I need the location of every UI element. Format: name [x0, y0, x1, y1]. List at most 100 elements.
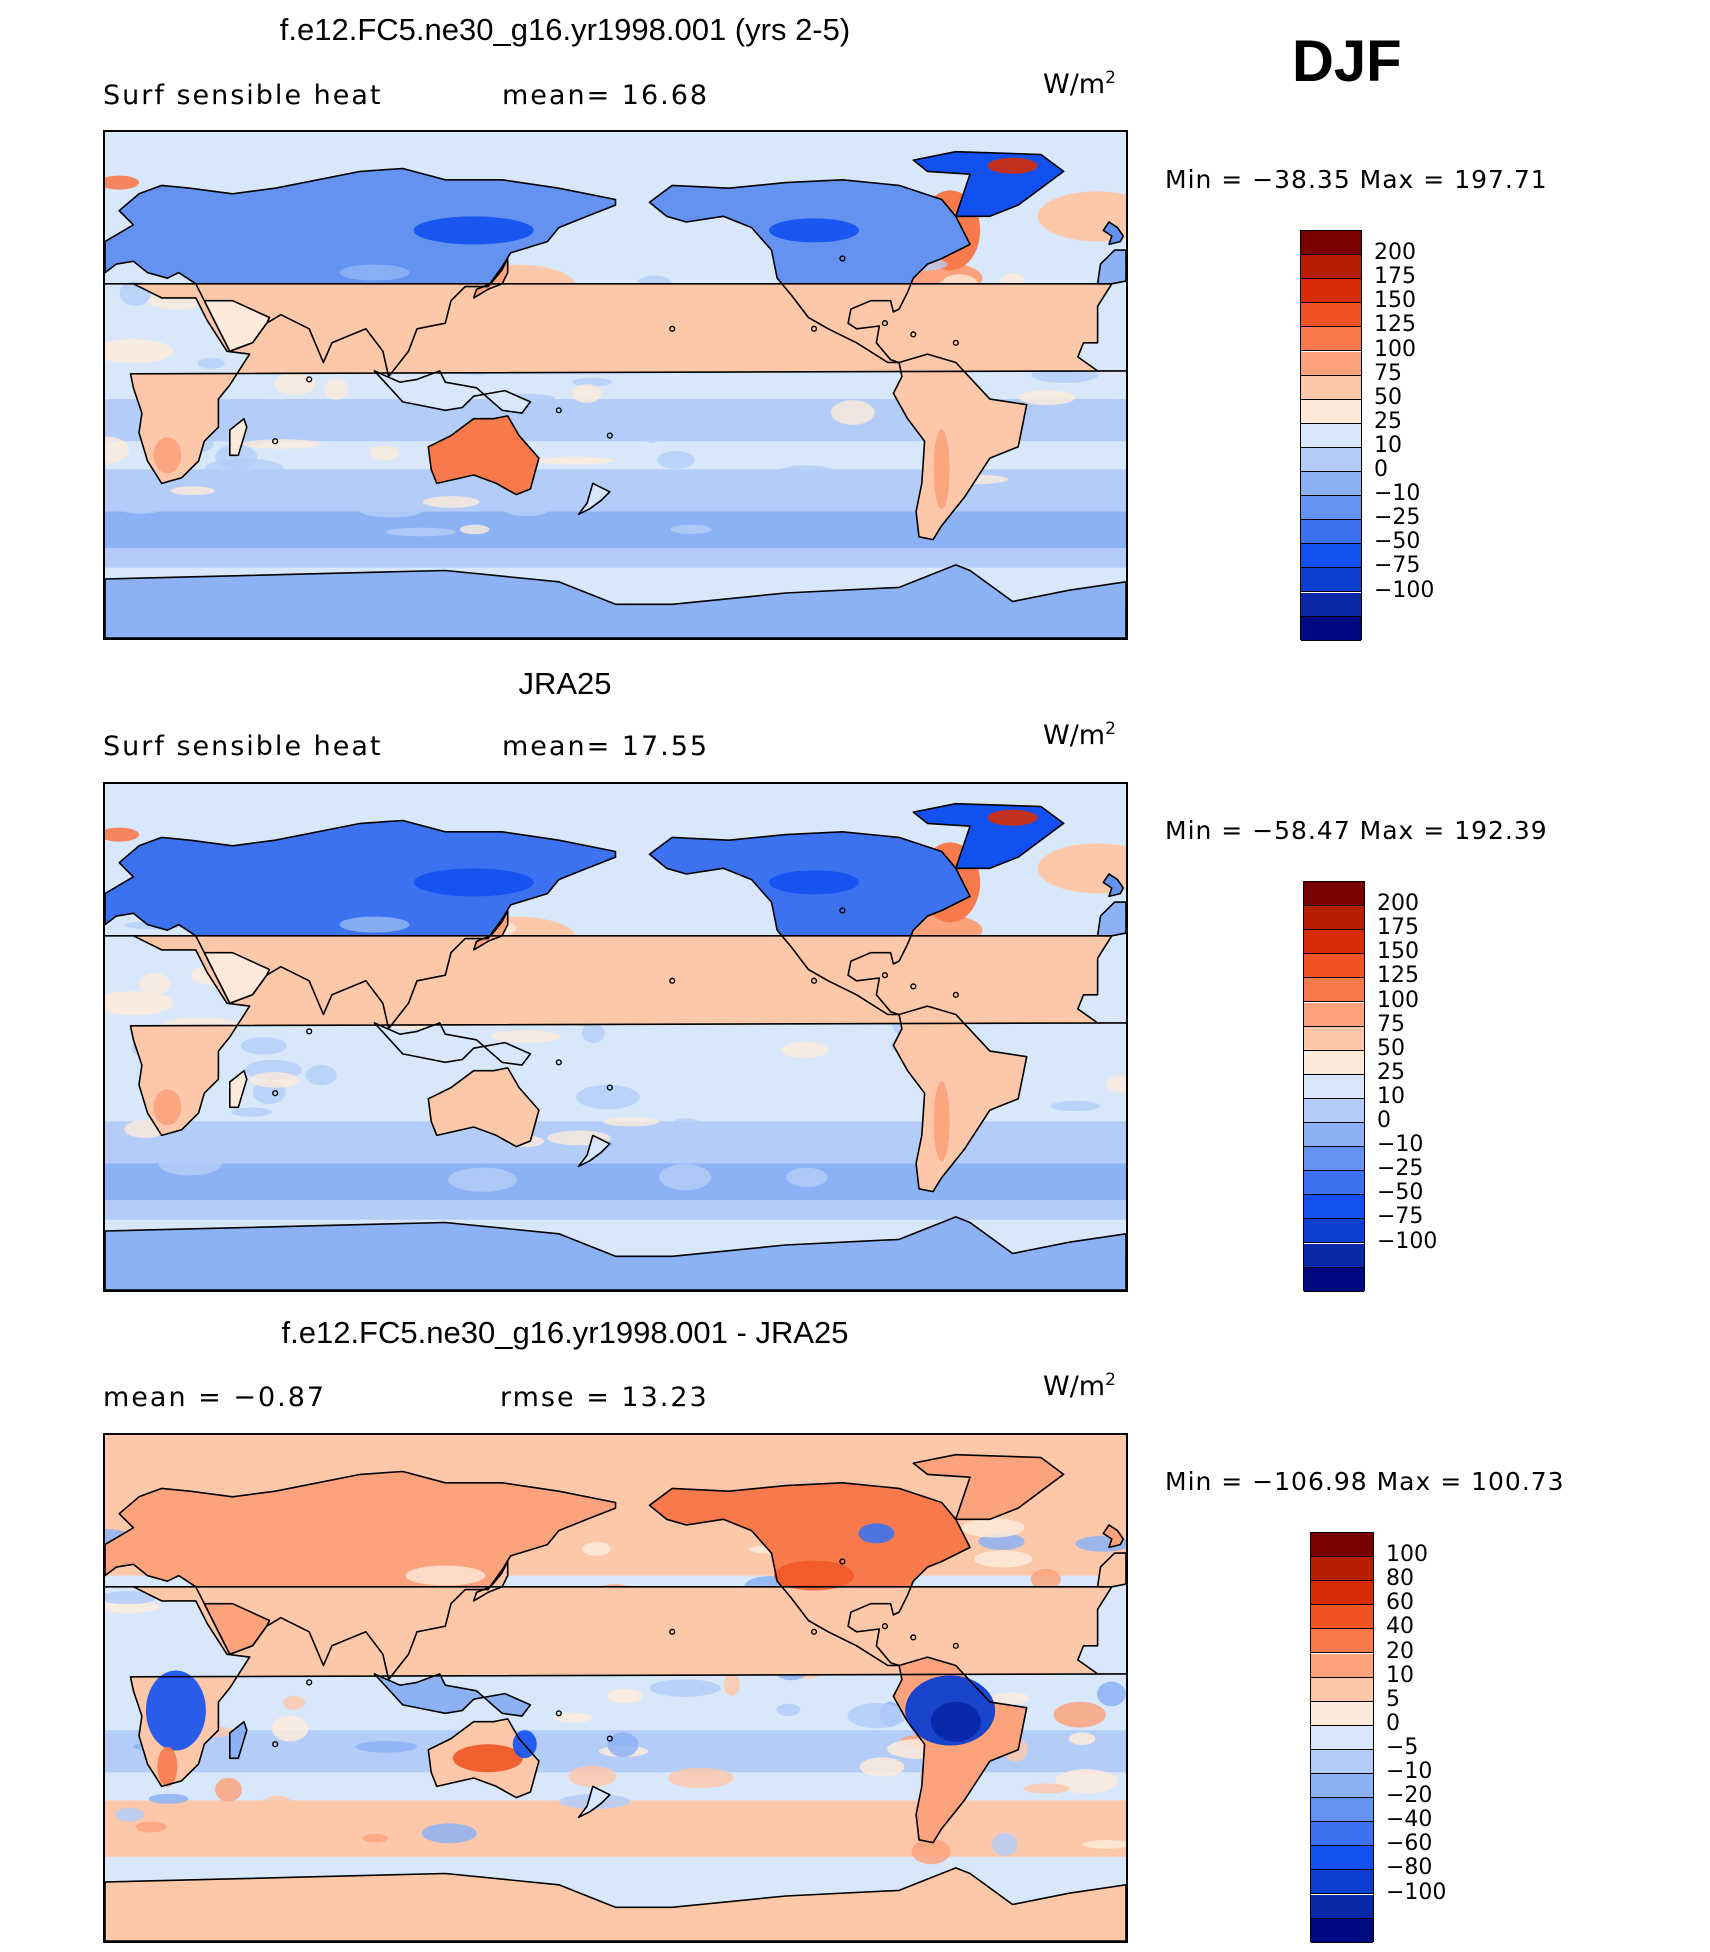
map-model: [103, 130, 1128, 640]
min-max-label: Min = −58.47 Max = 192.39: [1165, 816, 1548, 845]
colorbar-swatch: [1304, 1195, 1364, 1220]
colorbar-tick-label: 200: [1374, 240, 1416, 266]
colorbar-swatch: [1311, 1557, 1373, 1582]
colorbar-tick-label: 0: [1377, 1108, 1391, 1133]
colorbar-swatch: [1301, 472, 1361, 497]
colorbar-tick-label: 25: [1374, 408, 1402, 434]
panel-title: JRA25: [518, 666, 612, 701]
units-label: W/m2: [1043, 68, 1116, 100]
colorbar-swatch: [1301, 279, 1361, 304]
colorbar-swatch: [1311, 1533, 1373, 1558]
colorbar-tick-label: −25: [1374, 505, 1421, 531]
colorbar-swatch: [1304, 1147, 1364, 1172]
variable-label: Surf sensible heat: [103, 731, 383, 762]
map-diff: [103, 1433, 1128, 1943]
colorbar-tick-label: 60: [1386, 1590, 1414, 1616]
colorbar-swatch: [1304, 1243, 1364, 1268]
colorbar-tick-label: 5: [1386, 1686, 1400, 1712]
colorbar-swatch: [1304, 978, 1364, 1003]
colorbar-tick-label: −75: [1377, 1204, 1424, 1230]
colorbar-tick-label: 150: [1377, 939, 1419, 965]
colorbar-swatch: [1304, 906, 1364, 931]
colorbar-swatch: [1304, 1219, 1364, 1244]
season-label: DJF: [1292, 29, 1402, 94]
colorbar-swatch: [1304, 1050, 1364, 1075]
mean-label: mean= 17.55: [502, 731, 710, 762]
colorbar-tick-label: 200: [1377, 891, 1419, 917]
colorbar-tick-label: 125: [1377, 963, 1419, 989]
colorbar-swatch: [1311, 1677, 1373, 1702]
colorbar-swatch: [1304, 954, 1364, 979]
colorbar-swatch: [1311, 1749, 1373, 1774]
colorbar-swatch: [1301, 303, 1361, 328]
colorbar-tick-label: −50: [1374, 529, 1421, 555]
colorbar-swatch: [1301, 447, 1361, 472]
units-label: W/m2: [1043, 1370, 1116, 1402]
colorbar-swatch: [1304, 1123, 1364, 1148]
colorbar-tick-label: −10: [1377, 1132, 1424, 1158]
colorbar-swatch: [1311, 1798, 1373, 1823]
colorbar-tick-label: 175: [1377, 915, 1419, 941]
colorbar-tick-label: 40: [1386, 1614, 1414, 1640]
colorbar-tick-label: −50: [1377, 1180, 1424, 1206]
colorbar-tick-label: −100: [1374, 577, 1435, 603]
colorbar-swatch: [1304, 1074, 1364, 1099]
colorbar-tick-label: −25: [1377, 1156, 1424, 1182]
colorbar-swatch: [1301, 255, 1361, 280]
colorbar-tick-label: 20: [1386, 1638, 1414, 1664]
colorbar-tick-label: 10: [1377, 1083, 1405, 1109]
colorbar-swatch: [1311, 1629, 1373, 1654]
colorbar-tick-label: 10: [1386, 1662, 1414, 1688]
colorbar-swatch: [1311, 1653, 1373, 1678]
colorbar-box: [1310, 1532, 1374, 1943]
rmse-label: rmse = 13.23: [500, 1382, 709, 1413]
colorbar-tick-label: 80: [1386, 1566, 1414, 1592]
colorbar-swatch: [1301, 496, 1361, 521]
colorbar-swatch: [1304, 1267, 1364, 1292]
panel-title: f.e12.FC5.ne30_g16.yr1998.001 (yrs 2-5): [279, 12, 851, 47]
colorbar-tick-label: 25: [1377, 1059, 1405, 1085]
colorbar-swatch: [1311, 1918, 1373, 1943]
colorbar-tick-label: −20: [1386, 1783, 1433, 1809]
colorbar-swatch: [1311, 1605, 1373, 1630]
colorbar-swatch: [1311, 1822, 1373, 1847]
colorbar-swatch: [1304, 1171, 1364, 1196]
colorbar-tick-label: −100: [1377, 1228, 1438, 1254]
colorbar-swatch: [1304, 882, 1364, 907]
colorbar-swatch: [1301, 351, 1361, 376]
colorbar-swatch: [1304, 1002, 1364, 1027]
colorbar-tick-label: 0: [1374, 457, 1388, 482]
colorbar-tick-label: 175: [1374, 264, 1416, 290]
variable-label: Surf sensible heat: [103, 80, 383, 111]
colorbar-tick-label: −5: [1386, 1734, 1419, 1760]
mean-label: mean= 16.68: [502, 80, 710, 111]
colorbar-swatch: [1304, 1026, 1364, 1051]
colorbar-swatch: [1311, 1774, 1373, 1799]
colorbar-swatch: [1311, 1894, 1373, 1919]
colorbar-tick-label: 100: [1386, 1542, 1428, 1568]
colorbar-swatch: [1301, 544, 1361, 569]
colorbar-tick-label: 50: [1374, 384, 1402, 410]
colorbar-tick-label: 75: [1374, 360, 1402, 386]
map-obs: [103, 782, 1128, 1292]
colorbar-swatch: [1304, 1098, 1364, 1123]
colorbar-swatch: [1311, 1846, 1373, 1871]
colorbar-tick-label: 0: [1386, 1710, 1400, 1736]
colorbar-tick-label: 150: [1374, 288, 1416, 314]
colorbar-swatch: [1311, 1725, 1373, 1750]
colorbar-tick-label: −60: [1386, 1831, 1433, 1857]
colorbar-swatch: [1301, 399, 1361, 424]
panel-title: f.e12.FC5.ne30_g16.yr1998.001 - JRA25: [281, 1315, 849, 1350]
colorbar-swatch: [1311, 1701, 1373, 1726]
colorbar-tick-label: 100: [1377, 987, 1419, 1013]
colorbar-tick-label: 100: [1374, 336, 1416, 362]
units-label: W/m2: [1043, 719, 1116, 751]
colorbar-swatch: [1301, 327, 1361, 352]
colorbar-tick-label: 10: [1374, 432, 1402, 458]
colorbar-tick-label: −100: [1386, 1879, 1447, 1905]
colorbar-swatch: [1301, 568, 1361, 593]
colorbar-tick-label: 50: [1377, 1035, 1405, 1061]
colorbar-swatch: [1301, 231, 1361, 256]
colorbar-swatch: [1301, 423, 1361, 448]
min-max-label: Min = −106.98 Max = 100.73: [1165, 1467, 1565, 1496]
